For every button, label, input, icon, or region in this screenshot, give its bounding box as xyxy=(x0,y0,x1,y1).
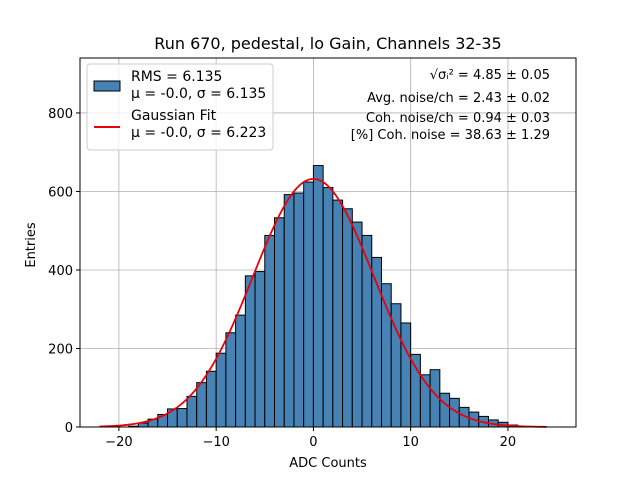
x-axis-label: ADC Counts xyxy=(289,456,367,471)
legend-histogram-line1: RMS = 6.135 xyxy=(131,69,222,85)
legend-fit-line1: Gaussian Fit xyxy=(131,108,217,124)
histogram-bar xyxy=(439,392,451,428)
histogram-bar xyxy=(274,217,285,428)
gaussian-fit xyxy=(99,178,547,428)
y-tick-label: 0 xyxy=(65,421,73,436)
y-tick-label: 200 xyxy=(48,342,73,357)
plot-frame xyxy=(79,57,577,428)
histogram-bar xyxy=(264,234,276,428)
x-tick-label: −10 xyxy=(202,435,229,450)
y-tick-label: 400 xyxy=(48,264,73,279)
annotation-coh-percent: [%] Coh. noise = 38.63 ± 1.29 xyxy=(351,128,550,143)
histogram-bar xyxy=(361,234,373,428)
histogram-bar xyxy=(244,275,256,428)
annotation-coh-noise: Coh. noise/ch = 0.94 ± 0.03 xyxy=(366,111,550,126)
chart-title: Run 670, pedestal, lo Gain, Channels 32-… xyxy=(154,34,501,53)
annotation-sigma-rms: √σᵢ² = 4.85 ± 0.05 xyxy=(430,68,550,83)
histogram-bar xyxy=(293,192,305,428)
gaussian-fit-curve xyxy=(99,178,547,428)
x-tick-label: −20 xyxy=(105,435,132,450)
noise-annotations: √σᵢ² = 4.85 ± 0.05 Avg. noise/ch = 2.43 … xyxy=(351,68,550,143)
histogram-bar xyxy=(400,322,412,428)
legend-swatch-histogram xyxy=(93,80,121,92)
histogram-bar xyxy=(332,199,344,428)
histogram-bar xyxy=(205,370,217,428)
histogram-bar xyxy=(225,332,237,428)
histogram-bar xyxy=(283,194,295,428)
x-tick-label: 10 xyxy=(402,435,419,450)
histogram-bar xyxy=(342,208,353,428)
annotation-avg-noise: Avg. noise/ch = 2.43 ± 0.02 xyxy=(367,91,550,106)
annotation-sigma-value: = 4.85 ± 0.05 xyxy=(454,68,550,83)
y-tick-label: 600 xyxy=(48,185,73,200)
annotation-sigma-symbol: √σᵢ² xyxy=(430,68,454,83)
histogram-bars xyxy=(128,165,519,428)
y-tick-label: 800 xyxy=(48,107,73,122)
histogram-bar xyxy=(254,271,266,428)
histogram-bar xyxy=(186,395,198,428)
y-axis-label: Entries xyxy=(24,222,39,268)
histogram-bar xyxy=(322,187,334,428)
x-tick-label: 0 xyxy=(309,435,317,450)
histogram-bar xyxy=(176,408,188,428)
histogram-bar xyxy=(351,221,363,428)
histogram-bar xyxy=(303,181,314,428)
histogram-bar xyxy=(312,165,324,428)
histogram-bar xyxy=(215,352,227,428)
histogram-bar xyxy=(235,314,246,428)
histogram-bar xyxy=(196,382,207,428)
legend-histogram-line2: μ = -0.0, σ = 6.135 xyxy=(131,86,266,102)
x-tick-label: 20 xyxy=(500,435,517,450)
histogram-bar xyxy=(410,353,421,428)
legend-fit-line2: μ = -0.0, σ = 6.223 xyxy=(131,125,266,141)
legend-box xyxy=(86,63,274,151)
legend: RMS = 6.135 μ = -0.0, σ = 6.135 Gaussian… xyxy=(86,63,274,151)
